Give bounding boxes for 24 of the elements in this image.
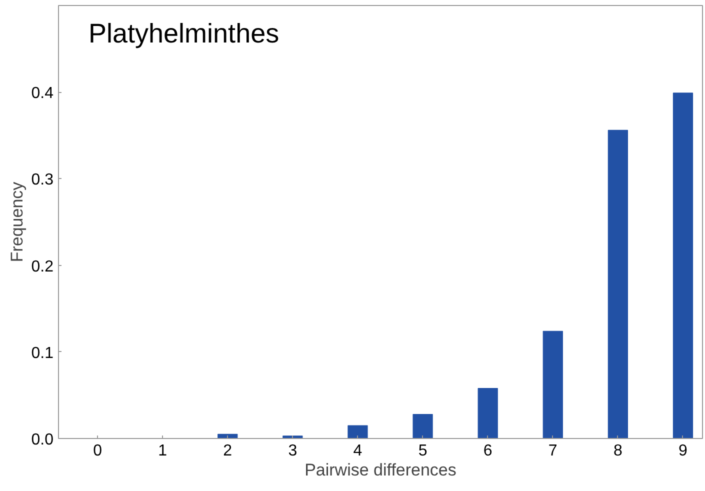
x-tick-label: 6 — [483, 442, 492, 460]
y-tick-label: 0.1 — [31, 344, 54, 362]
x-tick-label: 0 — [93, 442, 102, 460]
bar — [412, 414, 433, 438]
y-tick-label: 0.4 — [31, 85, 54, 102]
bar — [542, 330, 563, 438]
x-tick-label: 1 — [158, 442, 168, 460]
x-tick-label: 8 — [613, 442, 622, 460]
x-tick-label: 5 — [418, 442, 428, 460]
x-axis-title: Pairwise differences — [304, 460, 456, 480]
x-tick-label: 2 — [223, 442, 232, 460]
x-tick-label: 7 — [548, 442, 558, 460]
bar — [608, 130, 628, 438]
y-axis-title: Frequency — [7, 181, 26, 262]
y-tick-label: 0.0 — [31, 432, 54, 448]
bar — [478, 388, 498, 438]
x-tick-label: 3 — [288, 442, 298, 460]
bar — [672, 92, 694, 438]
text: Platyhelminthes — [88, 18, 280, 48]
y-tick-label: 0.3 — [31, 172, 54, 189]
y-tick-label: 0.2 — [31, 258, 54, 276]
x-tick-label: 4 — [353, 442, 362, 460]
x-tick-label: 9 — [678, 442, 688, 460]
bar — [348, 425, 368, 438]
